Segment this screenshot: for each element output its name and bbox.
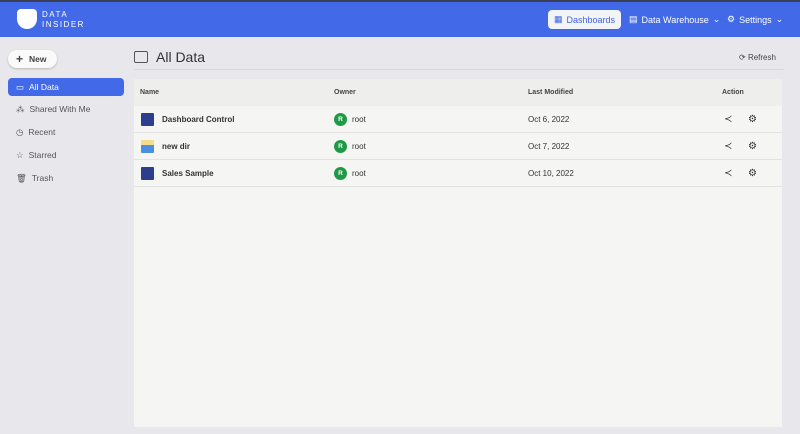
- avatar: R: [334, 113, 347, 126]
- brand: DATA INSIDER: [42, 10, 85, 30]
- col-name[interactable]: Name: [140, 89, 160, 96]
- row-modified: Oct 7, 2022: [528, 142, 570, 151]
- nav-label: Settings: [739, 14, 772, 25]
- sidebar-item-all-data[interactable]: ▭ All Data: [8, 78, 124, 96]
- brand-line1: DATA: [42, 10, 69, 19]
- dashboard-icon: [141, 113, 154, 126]
- sidebar-label: Recent: [28, 127, 56, 137]
- chevron-down-icon: ⌄: [775, 14, 784, 24]
- brand-line2: INSIDER: [42, 20, 85, 29]
- share-icon[interactable]: ≺: [724, 141, 733, 152]
- refresh-button[interactable]: ⟳ Refresh: [739, 53, 776, 62]
- sidebar-label: All Data: [29, 82, 59, 92]
- col-modified[interactable]: Last Modified: [528, 89, 574, 96]
- page-title: All Data: [134, 49, 205, 65]
- gear-icon[interactable]: ⚙: [748, 141, 757, 152]
- chevron-down-icon: ⌄: [712, 14, 721, 24]
- nav-label: Dashboards: [566, 14, 616, 25]
- star-icon: ☆: [16, 149, 24, 160]
- sidebar-item-starred[interactable]: ☆ Starred: [8, 146, 124, 164]
- sidebar-label: Trash: [31, 173, 54, 183]
- avatar: R: [334, 140, 347, 153]
- row-name[interactable]: new dir: [162, 142, 191, 151]
- row-modified: Oct 10, 2022: [528, 169, 574, 178]
- row-modified: Oct 6, 2022: [528, 115, 570, 124]
- table-row[interactable]: new dir R root Oct 7, 2022 ≺ ⚙: [134, 133, 782, 160]
- row-owner: root: [352, 115, 366, 124]
- divider: [134, 69, 784, 70]
- gear-icon[interactable]: ⚙: [748, 168, 757, 179]
- sidebar-item-shared[interactable]: ⁂ Shared With Me: [8, 100, 124, 118]
- plus-icon: +: [16, 52, 24, 66]
- nav-dashboards[interactable]: ▦ Dashboards: [548, 10, 622, 29]
- owl-logo-icon: [17, 9, 37, 29]
- folder-icon: [134, 51, 148, 63]
- clock-icon: ◷: [16, 126, 24, 137]
- col-action: Action: [722, 89, 744, 96]
- data-table: Name Owner Last Modified Action Dashboar…: [134, 79, 782, 427]
- new-label: New: [29, 54, 47, 64]
- dashboard-icon: [141, 167, 154, 180]
- dashboard-icon: ▦: [554, 14, 563, 24]
- share-icon[interactable]: ≺: [724, 114, 733, 125]
- sidebar-label: Shared With Me: [29, 104, 91, 114]
- top-bar: DATA INSIDER ▦ Dashboards ▤ Data Warehouse ⌄…: [0, 0, 800, 37]
- nav-label: Data Warehouse: [641, 14, 709, 25]
- title-text: All Data: [156, 49, 206, 65]
- share-icon: ⁂: [16, 103, 25, 114]
- folder-icon: ▭: [16, 81, 25, 92]
- table-row[interactable]: Dashboard Control R root Oct 6, 2022 ≺ ⚙: [134, 106, 782, 133]
- sidebar-item-trash[interactable]: 🗑 Trash: [8, 169, 124, 187]
- row-owner: root: [352, 142, 366, 151]
- share-icon[interactable]: ≺: [724, 168, 733, 179]
- table-header: Name Owner Last Modified Action: [134, 79, 782, 106]
- nav-settings[interactable]: ⚙ Settings ⌄: [721, 10, 789, 29]
- sidebar-item-recent[interactable]: ◷ Recent: [8, 123, 124, 141]
- nav-data-warehouse[interactable]: ▤ Data Warehouse ⌄: [623, 10, 726, 29]
- row-name[interactable]: Sales Sample: [162, 169, 214, 178]
- folder-icon: [141, 140, 154, 153]
- database-icon: ▤: [629, 14, 638, 24]
- row-name[interactable]: Dashboard Control: [162, 115, 235, 124]
- trash-icon: 🗑: [16, 172, 27, 183]
- avatar: R: [334, 167, 347, 180]
- table-row[interactable]: Sales Sample R root Oct 10, 2022 ≺ ⚙: [134, 160, 782, 187]
- refresh-icon: ⟳: [739, 53, 746, 62]
- new-button[interactable]: + New: [8, 50, 57, 68]
- sidebar-label: Starred: [28, 150, 57, 160]
- row-owner: root: [352, 169, 366, 178]
- gear-icon[interactable]: ⚙: [748, 114, 757, 125]
- gear-icon: ⚙: [727, 14, 736, 24]
- refresh-label: Refresh: [747, 53, 776, 62]
- col-owner[interactable]: Owner: [334, 89, 356, 96]
